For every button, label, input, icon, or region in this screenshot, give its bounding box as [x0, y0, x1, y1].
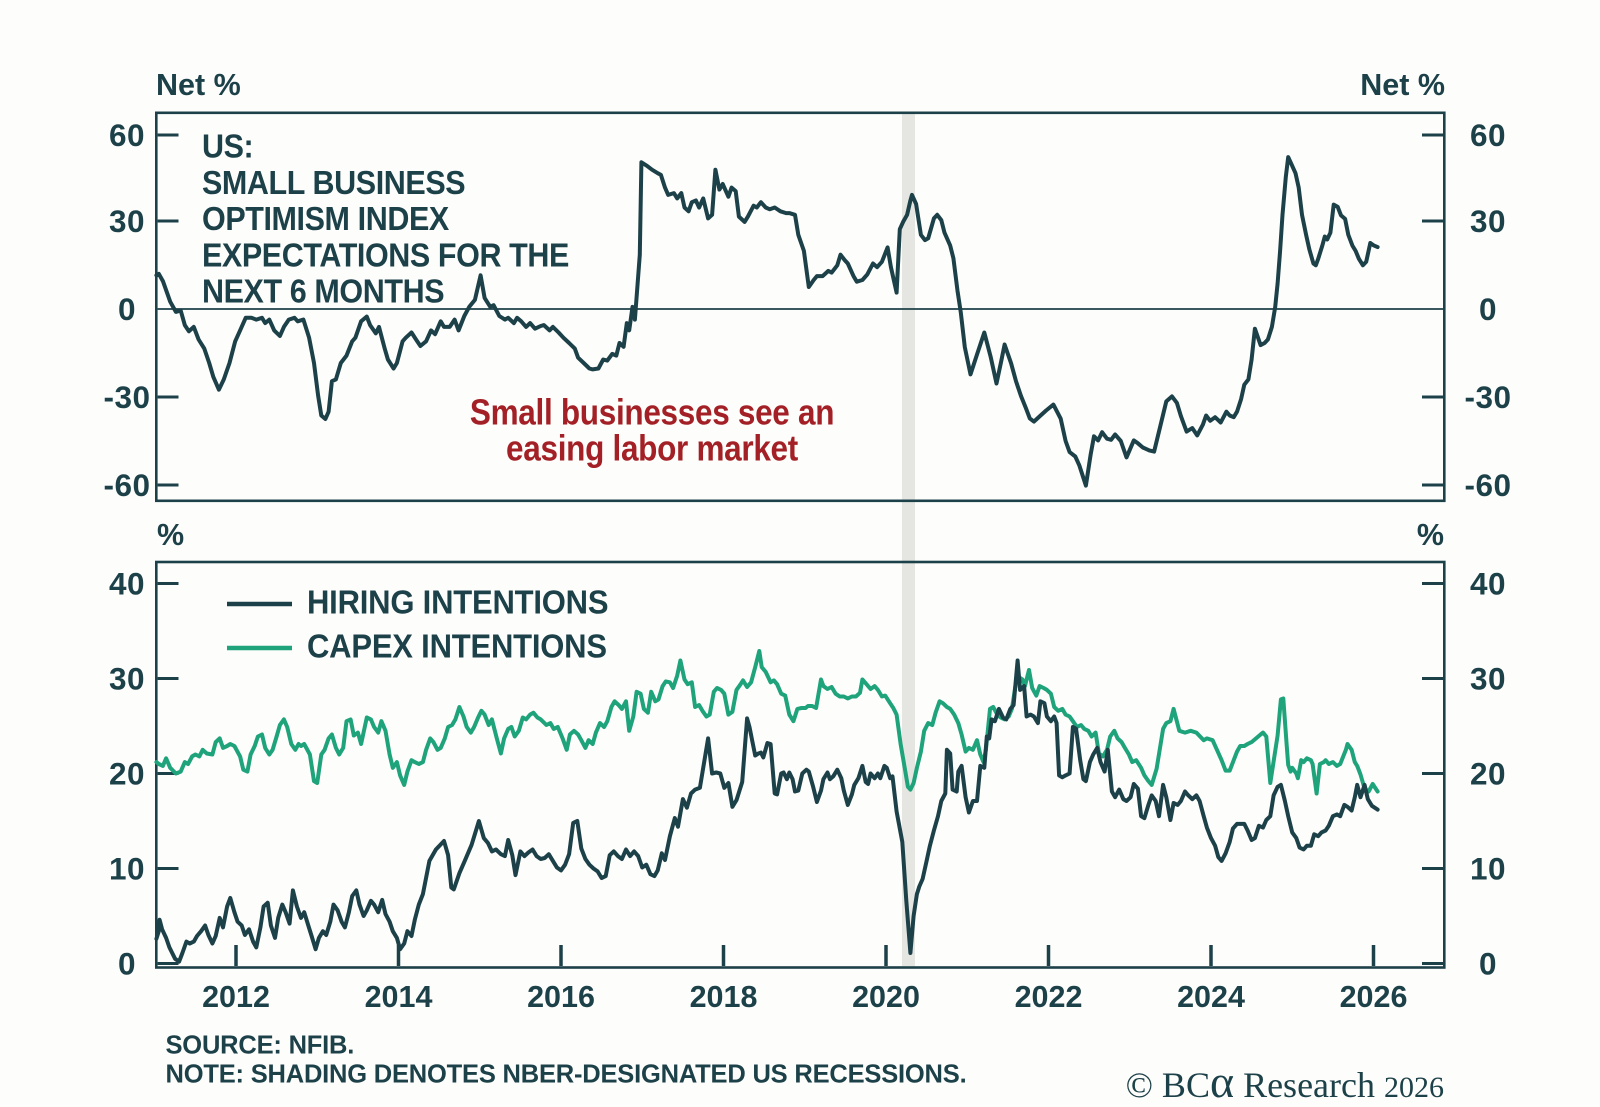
svg-text:SMALL BUSINESS: SMALL BUSINESS: [202, 164, 465, 201]
svg-text:HIRING INTENTIONS: HIRING INTENTIONS: [307, 583, 608, 620]
svg-text:CAPEX INTENTIONS: CAPEX INTENTIONS: [307, 627, 607, 664]
svg-text:0: 0: [118, 946, 136, 982]
svg-text:Small businesses see an: Small businesses see an: [470, 392, 834, 433]
svg-text:2020: 2020: [852, 980, 920, 1014]
svg-text:2026: 2026: [1340, 980, 1408, 1014]
svg-text:60: 60: [109, 117, 145, 153]
svg-text:30: 30: [1470, 661, 1506, 697]
svg-text:easing labor market: easing labor market: [506, 428, 798, 469]
svg-text:-30: -30: [103, 379, 150, 415]
svg-text:2018: 2018: [690, 980, 758, 1014]
svg-text:%: %: [157, 518, 184, 552]
svg-text:-60: -60: [1464, 467, 1511, 503]
svg-text:SOURCE: NFIB.: SOURCE: NFIB.: [166, 1032, 355, 1060]
svg-text:NOTE: SHADING DENOTES NBER-DES: NOTE: SHADING DENOTES NBER-DESIGNATED US…: [166, 1061, 967, 1089]
svg-text:NEXT 6 MONTHS: NEXT 6 MONTHS: [202, 272, 444, 309]
svg-text:0: 0: [1479, 946, 1497, 982]
svg-text:Net %: Net %: [156, 68, 241, 102]
svg-text:40: 40: [109, 566, 145, 602]
svg-text:OPTIMISM INDEX: OPTIMISM INDEX: [202, 200, 449, 237]
svg-text:EXPECTATIONS FOR THE: EXPECTATIONS FOR THE: [202, 236, 569, 273]
svg-text:2024: 2024: [1177, 980, 1245, 1014]
svg-text:60: 60: [1470, 117, 1506, 153]
svg-text:-60: -60: [103, 467, 150, 503]
svg-text:Net %: Net %: [1360, 68, 1445, 102]
svg-text:20: 20: [1470, 756, 1506, 792]
svg-text:2016: 2016: [527, 980, 595, 1014]
svg-text:30: 30: [1470, 203, 1506, 239]
svg-text:2014: 2014: [365, 980, 433, 1014]
svg-text:30: 30: [109, 203, 145, 239]
svg-text:10: 10: [1470, 851, 1506, 887]
svg-text:© BCα Research 2026: © BCα Research 2026: [1126, 1056, 1444, 1107]
svg-text:0: 0: [118, 291, 136, 327]
svg-text:-30: -30: [1464, 379, 1511, 415]
svg-text:US:: US:: [202, 127, 253, 164]
svg-text:0: 0: [1479, 291, 1497, 327]
svg-text:40: 40: [1470, 566, 1506, 602]
svg-text:2012: 2012: [202, 980, 270, 1014]
svg-text:30: 30: [109, 661, 145, 697]
svg-text:20: 20: [109, 756, 145, 792]
svg-text:10: 10: [109, 851, 145, 887]
svg-text:%: %: [1417, 518, 1444, 552]
svg-text:2022: 2022: [1015, 980, 1083, 1014]
